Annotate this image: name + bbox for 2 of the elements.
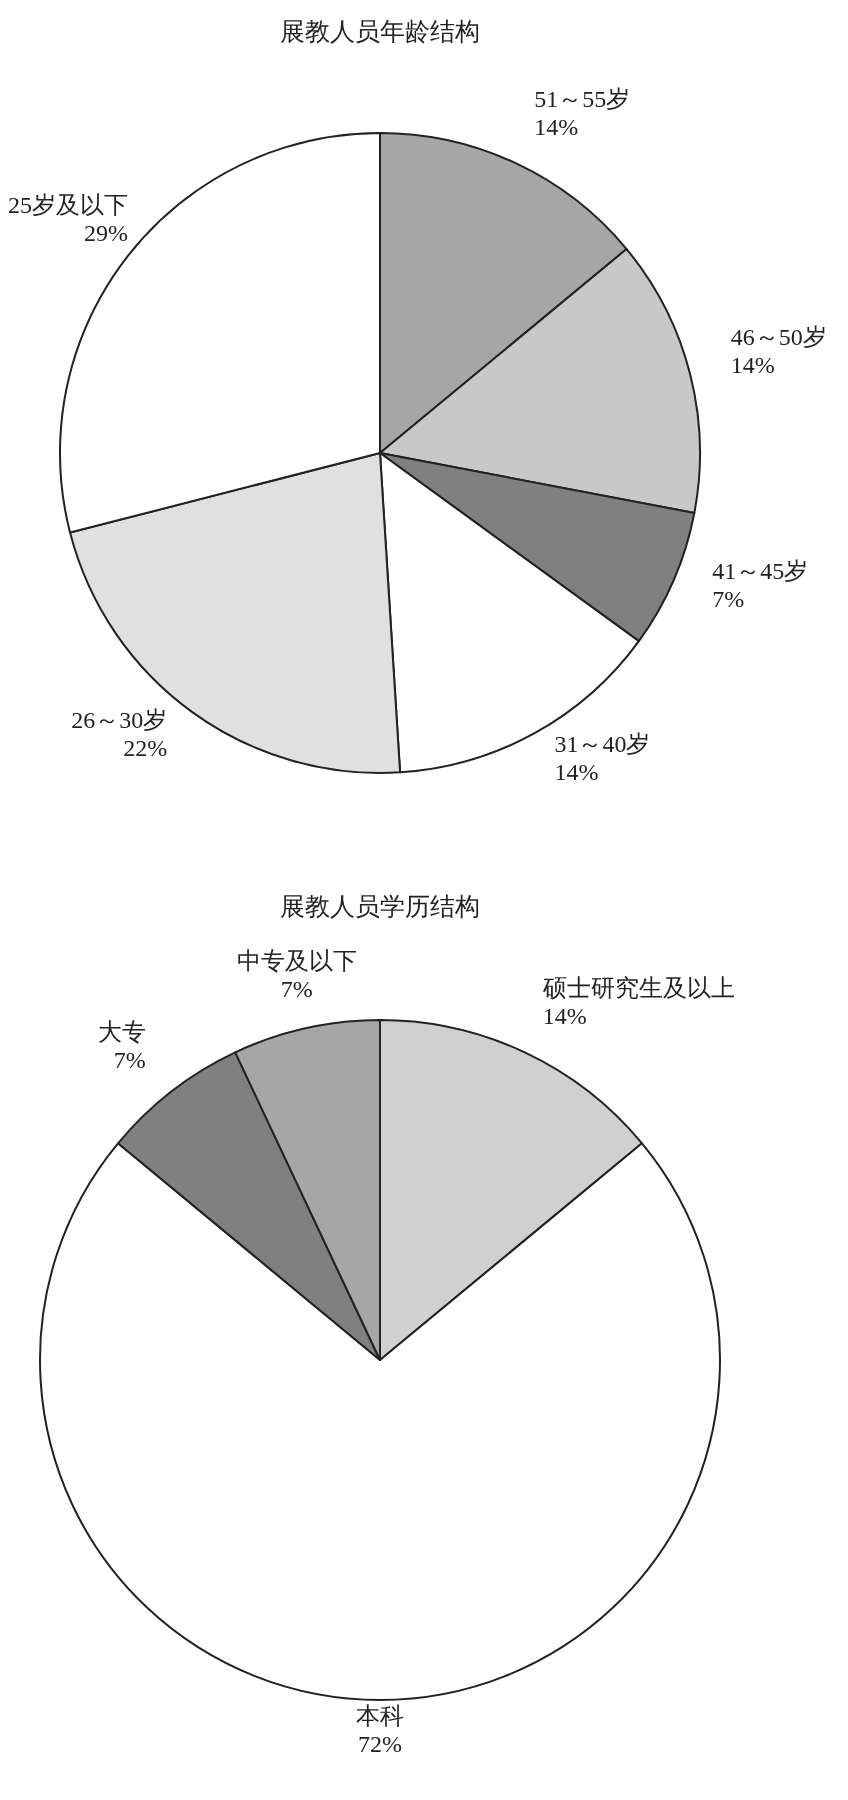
title: 展教人员年龄结构 xyxy=(280,18,480,45)
title: 展教人员学历结构 xyxy=(280,893,480,920)
